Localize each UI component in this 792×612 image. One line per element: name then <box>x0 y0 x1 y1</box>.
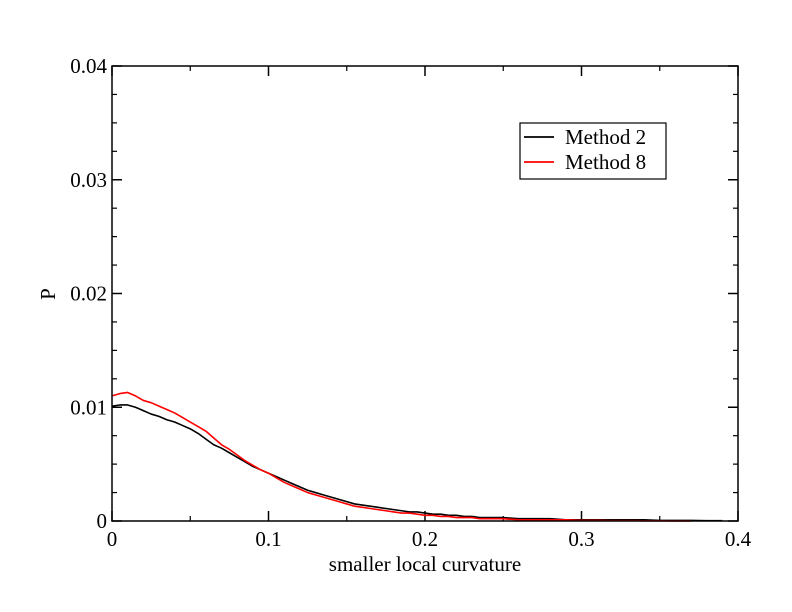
y-tick-label: 0 <box>97 509 108 533</box>
legend-box <box>519 122 667 180</box>
series-line-2 <box>111 391 692 522</box>
x-tick-label: 0.3 <box>568 527 594 551</box>
y-tick-label: 0.02 <box>70 282 107 306</box>
legend-label-1: Method 2 <box>565 125 646 149</box>
plot-frame <box>111 65 739 522</box>
x-axis-label: smaller local curvature <box>329 552 521 576</box>
x-tick-label: 0.2 <box>412 527 438 551</box>
y-tick-label: 0.03 <box>70 168 107 192</box>
ticks-layer: 0 0.1 0.2 0.3 0.4 0 0.01 0.02 0.03 0.04 <box>70 54 751 551</box>
y-axis-label: P <box>36 288 60 300</box>
y-tick-label: 0.04 <box>70 54 107 78</box>
x-tick-label: 0.4 <box>725 527 752 551</box>
x-tick-label: 0 <box>107 527 118 551</box>
x-tick-label: 0.1 <box>255 527 281 551</box>
legend-label-2: Method 8 <box>565 150 646 174</box>
y-tick-label: 0.01 <box>70 395 107 419</box>
series-layer <box>111 391 723 522</box>
